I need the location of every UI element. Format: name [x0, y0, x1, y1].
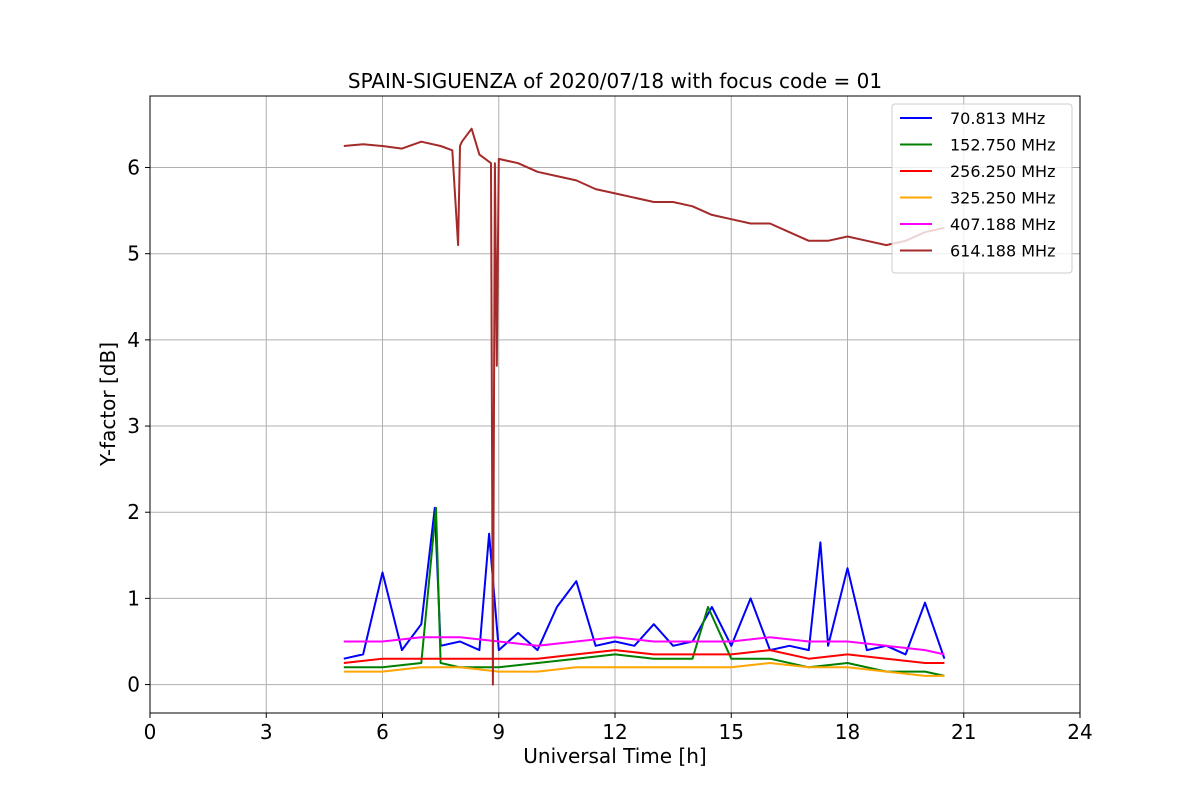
chart-title: SPAIN-SIGUENZA of 2020/07/18 with focus …	[348, 69, 882, 93]
legend-label: 256.250 MHz	[950, 162, 1055, 181]
x-tick-label: 21	[951, 720, 976, 744]
x-ticks: 0 3 6 9 12 15 18 21 24	[144, 713, 1093, 744]
legend-label: 407.188 MHz	[950, 215, 1055, 234]
legend-label: 614.188 MHz	[950, 242, 1055, 261]
x-tick-label: 9	[492, 720, 505, 744]
y-tick-label: 2	[127, 500, 140, 524]
legend-label: 152.750 MHz	[950, 136, 1055, 155]
x-tick-label: 3	[260, 720, 273, 744]
x-tick-label: 15	[719, 720, 744, 744]
series-line-2	[343, 506, 945, 677]
x-tick-label: 0	[144, 720, 157, 744]
y-tick-label: 0	[127, 673, 140, 697]
y-tick-label: 5	[127, 242, 140, 266]
legend-label: 70.813 MHz	[950, 109, 1045, 128]
legend-label: 325.250 MHz	[950, 189, 1055, 208]
y-ticks: 0 1 2 3 4 5 6	[127, 156, 150, 697]
y-tick-label: 3	[127, 414, 140, 438]
series-line-6	[343, 127, 945, 686]
x-axis-label: Universal Time [h]	[523, 744, 706, 768]
y-axis-label: Y-factor [dB]	[96, 342, 120, 467]
y-tick-label: 6	[127, 156, 140, 180]
y-tick-label: 4	[127, 328, 140, 352]
x-tick-label: 18	[835, 720, 860, 744]
series-line-4	[343, 662, 945, 677]
series-line-5	[343, 636, 945, 656]
legend-box	[891, 103, 1073, 274]
series-line-3	[343, 649, 945, 664]
x-tick-label: 24	[1067, 720, 1092, 744]
y-tick-label: 1	[127, 586, 140, 610]
series-group	[343, 127, 946, 686]
legend: 70.813 MHz 152.750 MHz 256.250 MHz 325.250 …	[891, 103, 1073, 274]
x-tick-label: 6	[376, 720, 389, 744]
x-tick-label: 12	[602, 720, 627, 744]
